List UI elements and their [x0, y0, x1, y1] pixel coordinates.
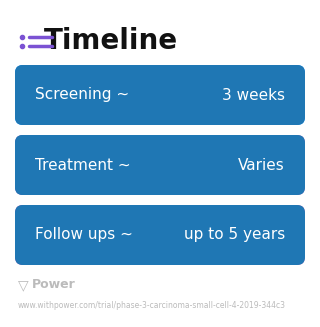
Text: Power: Power [32, 279, 76, 291]
FancyBboxPatch shape [15, 65, 305, 125]
Text: www.withpower.com/trial/phase-3-carcinoma-small-cell-4-2019-344c3: www.withpower.com/trial/phase-3-carcinom… [18, 301, 286, 309]
FancyBboxPatch shape [15, 135, 305, 195]
Text: up to 5 years: up to 5 years [184, 228, 285, 243]
Text: Varies: Varies [238, 158, 285, 173]
Text: ▽: ▽ [18, 278, 28, 292]
Text: Follow ups ~: Follow ups ~ [35, 228, 133, 243]
Text: Timeline: Timeline [44, 27, 178, 55]
Text: Screening ~: Screening ~ [35, 88, 129, 102]
Text: Treatment ~: Treatment ~ [35, 158, 131, 173]
FancyBboxPatch shape [15, 65, 305, 125]
Text: 3 weeks: 3 weeks [222, 88, 285, 102]
FancyBboxPatch shape [15, 205, 305, 265]
FancyBboxPatch shape [15, 205, 305, 265]
FancyBboxPatch shape [15, 135, 305, 195]
